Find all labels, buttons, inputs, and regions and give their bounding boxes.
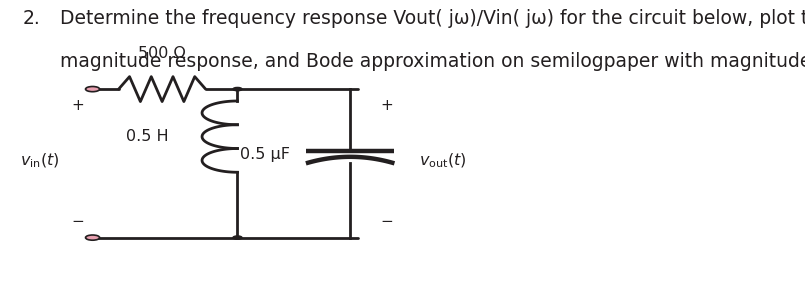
Text: $v_{\rm in}(t)$: $v_{\rm in}(t)$: [20, 151, 60, 170]
Text: $v_{\rm out}(t)$: $v_{\rm out}(t)$: [419, 151, 466, 170]
Text: −: −: [72, 214, 85, 229]
Text: +: +: [72, 98, 85, 113]
Text: −: −: [380, 214, 393, 229]
Circle shape: [85, 235, 100, 240]
Text: +: +: [380, 98, 393, 113]
Circle shape: [85, 86, 100, 92]
Text: 500 Ω: 500 Ω: [138, 46, 186, 61]
Circle shape: [233, 87, 242, 91]
Text: 0.5 H: 0.5 H: [126, 129, 169, 144]
Text: magnitude response, and Bode approximation on semilogpaper with magnitude in dec: magnitude response, and Bode approximati…: [60, 52, 805, 71]
Text: 0.5 μF: 0.5 μF: [240, 147, 290, 162]
Text: Determine the frequency response Vout( jω)/Vin( jω) for the circuit below, plot : Determine the frequency response Vout( j…: [60, 9, 805, 28]
Text: 2.: 2.: [23, 9, 40, 28]
Circle shape: [233, 236, 242, 239]
